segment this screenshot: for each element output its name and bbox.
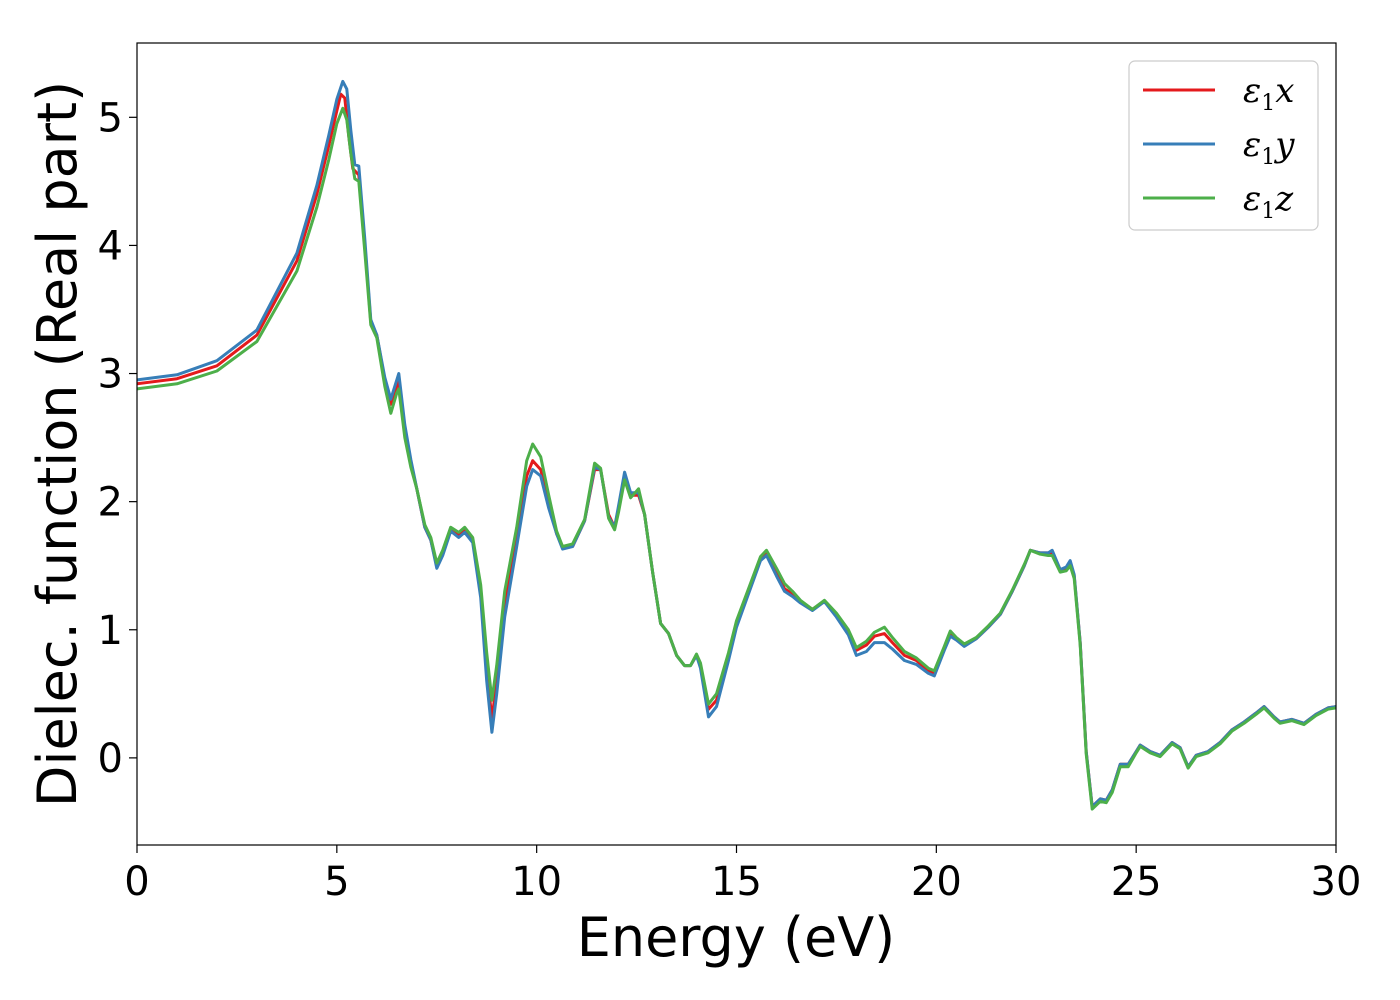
y-tick-label: 4: [98, 223, 123, 269]
x-tick-label: 20: [911, 859, 962, 905]
x-tick-label: 30: [1311, 859, 1362, 905]
x-axis: 0 5 10 15 20 25 30: [124, 845, 1361, 905]
legend-box: [1128, 60, 1319, 231]
y-tick-label: 3: [98, 352, 123, 398]
legend-label-1: ε1x: [1243, 71, 1294, 116]
y-axis-title: Dielec. function (Real part): [26, 81, 89, 807]
y-tick-label: 5: [98, 95, 123, 141]
x-tick-label: 5: [324, 859, 349, 905]
y-axis: 0 1 2 3 4 5: [98, 95, 137, 782]
y-tick-label: 1: [98, 608, 123, 654]
x-tick-label: 10: [511, 859, 562, 905]
legend: ε1x ε1y ε1z: [1128, 60, 1319, 231]
x-axis-title: Energy (eV): [577, 906, 896, 969]
x-tick-label: 0: [124, 859, 149, 905]
series-line-3: [137, 106, 1336, 811]
y-tick-label: 0: [98, 736, 123, 782]
y-tick-label: 2: [98, 480, 123, 526]
series-layer: [137, 79, 1336, 811]
legend-label-2: ε1y: [1243, 125, 1295, 170]
x-tick-label: 15: [711, 859, 762, 905]
x-tick-label: 25: [1111, 859, 1162, 905]
legend-label-3: ε1z: [1243, 179, 1294, 224]
